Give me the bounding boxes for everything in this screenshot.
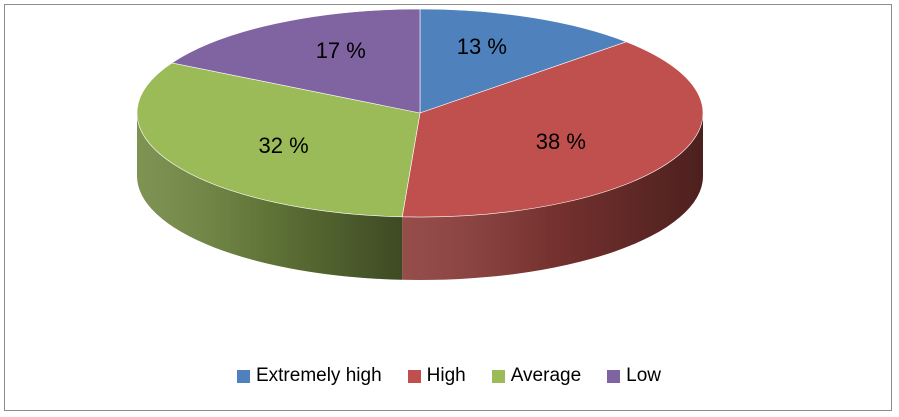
pie-side-shade-high [402, 113, 703, 280]
legend-swatch [607, 369, 621, 383]
legend-swatch [407, 369, 421, 383]
legend-label: Low [626, 365, 662, 386]
pie-slice-low [171, 8, 421, 114]
legend-item-extremely-high[interactable]: Extremely high [236, 365, 382, 387]
legend-swatch [491, 369, 505, 383]
legend-label: Average [510, 365, 582, 386]
pie-slice-average [136, 62, 421, 218]
chart-legend: Extremely high High Average Low [5, 365, 893, 387]
pie-data-label-high: 38 % [536, 129, 586, 154]
legend-item-average[interactable]: Average [491, 365, 582, 387]
pie-data-label-low: 17 % [316, 38, 366, 63]
pie-side-shade-average [137, 113, 403, 280]
legend-label: Extremely high [255, 365, 382, 386]
legend-item-low[interactable]: Low [607, 365, 661, 387]
pie-chart: 13 % 38 % 32 % 17 % [136, 8, 704, 280]
pie-slice-extremely-high [419, 8, 628, 114]
chart-frame: 13 % 38 % 32 % 17 % Extremely high High Ave… [4, 4, 892, 411]
pie-data-label-average: 32 % [259, 133, 309, 158]
legend-swatch [236, 369, 250, 383]
legend-label: High [426, 365, 466, 386]
pie-data-label-extremely-high: 13 % [457, 34, 507, 59]
pie-slice-high [401, 41, 704, 218]
legend-item-high[interactable]: High [407, 365, 466, 387]
